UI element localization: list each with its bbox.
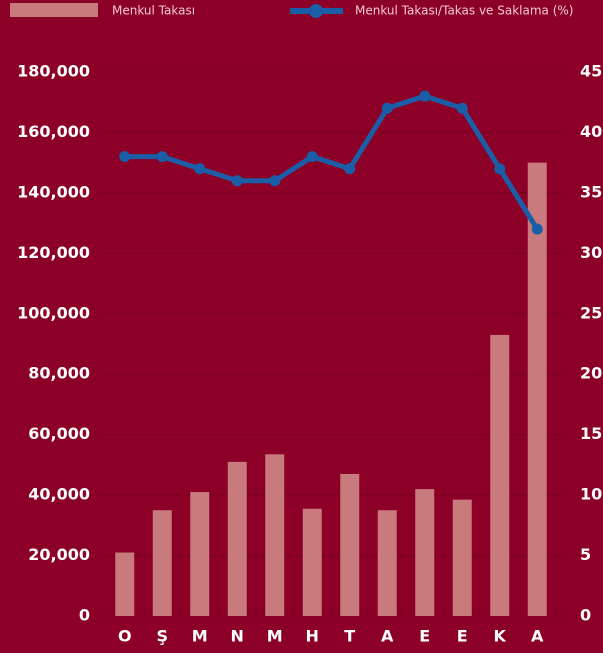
x-tick-label: N	[231, 627, 244, 646]
y-tick-label: 20,000	[28, 545, 90, 564]
bar	[340, 473, 360, 616]
y-tick-label: 100,000	[17, 303, 90, 322]
bar	[527, 162, 547, 616]
x-tick-label: T	[344, 627, 355, 646]
y2-tick-label: 40	[580, 122, 602, 141]
y-tick-label: 40,000	[28, 485, 90, 504]
y-tick-label: 0	[79, 606, 90, 625]
bar	[415, 489, 435, 616]
y2-tick-label: 20	[580, 364, 602, 383]
line-point	[231, 175, 243, 187]
line-point	[344, 163, 356, 175]
line-point	[419, 90, 431, 102]
bar	[377, 510, 397, 616]
line	[124, 93, 540, 231]
y-tick-label: 80,000	[28, 364, 90, 383]
x-tick-label: E	[419, 627, 430, 646]
y2-tick-label: 15	[580, 424, 602, 443]
bar	[302, 508, 322, 616]
line-point	[531, 223, 543, 235]
y2-tick-label: 5	[580, 545, 591, 564]
y-tick-label: 60,000	[28, 424, 90, 443]
legend-swatch	[10, 3, 98, 17]
line-point	[269, 175, 281, 187]
legend-label: Menkul Takası/Takas ve Saklama (%)	[355, 4, 573, 18]
y-tick-label: 160,000	[17, 122, 90, 141]
y2-tick-label: 45	[580, 62, 602, 81]
y-tick-label: 120,000	[17, 243, 90, 262]
bar	[265, 454, 285, 616]
bar	[227, 461, 247, 616]
bar	[152, 510, 172, 616]
bar	[115, 552, 135, 616]
x-tick-label: A	[531, 627, 544, 646]
x-tick-label: E	[457, 627, 468, 646]
x-tick-label: A	[381, 627, 394, 646]
line-point	[381, 102, 393, 114]
x-tick-label: H	[306, 627, 319, 646]
y-tick-label: 140,000	[17, 182, 90, 201]
y2-tick-label: 25	[580, 303, 602, 322]
x-tick-label: M	[267, 627, 283, 646]
legend-label: Menkul Takası	[112, 4, 195, 18]
x-tick-label: K	[494, 627, 507, 646]
line-point	[456, 102, 468, 114]
line-point	[194, 163, 206, 175]
line-point	[306, 151, 318, 163]
y2-tick-label: 10	[580, 485, 602, 504]
y2-tick-label: 35	[580, 182, 602, 201]
line-point	[494, 163, 506, 175]
y2-tick-label: 0	[580, 606, 591, 625]
legend-marker	[309, 4, 323, 18]
x-tick-label: O	[118, 627, 132, 646]
line-point	[156, 151, 168, 163]
bar	[490, 334, 510, 616]
y2-tick-label: 30	[580, 243, 602, 262]
bar	[190, 492, 210, 616]
x-tick-label: Ş	[156, 627, 168, 646]
x-tick-label: M	[192, 627, 208, 646]
bar	[452, 499, 472, 616]
line-point	[119, 151, 131, 163]
y-tick-label: 180,000	[17, 62, 90, 81]
